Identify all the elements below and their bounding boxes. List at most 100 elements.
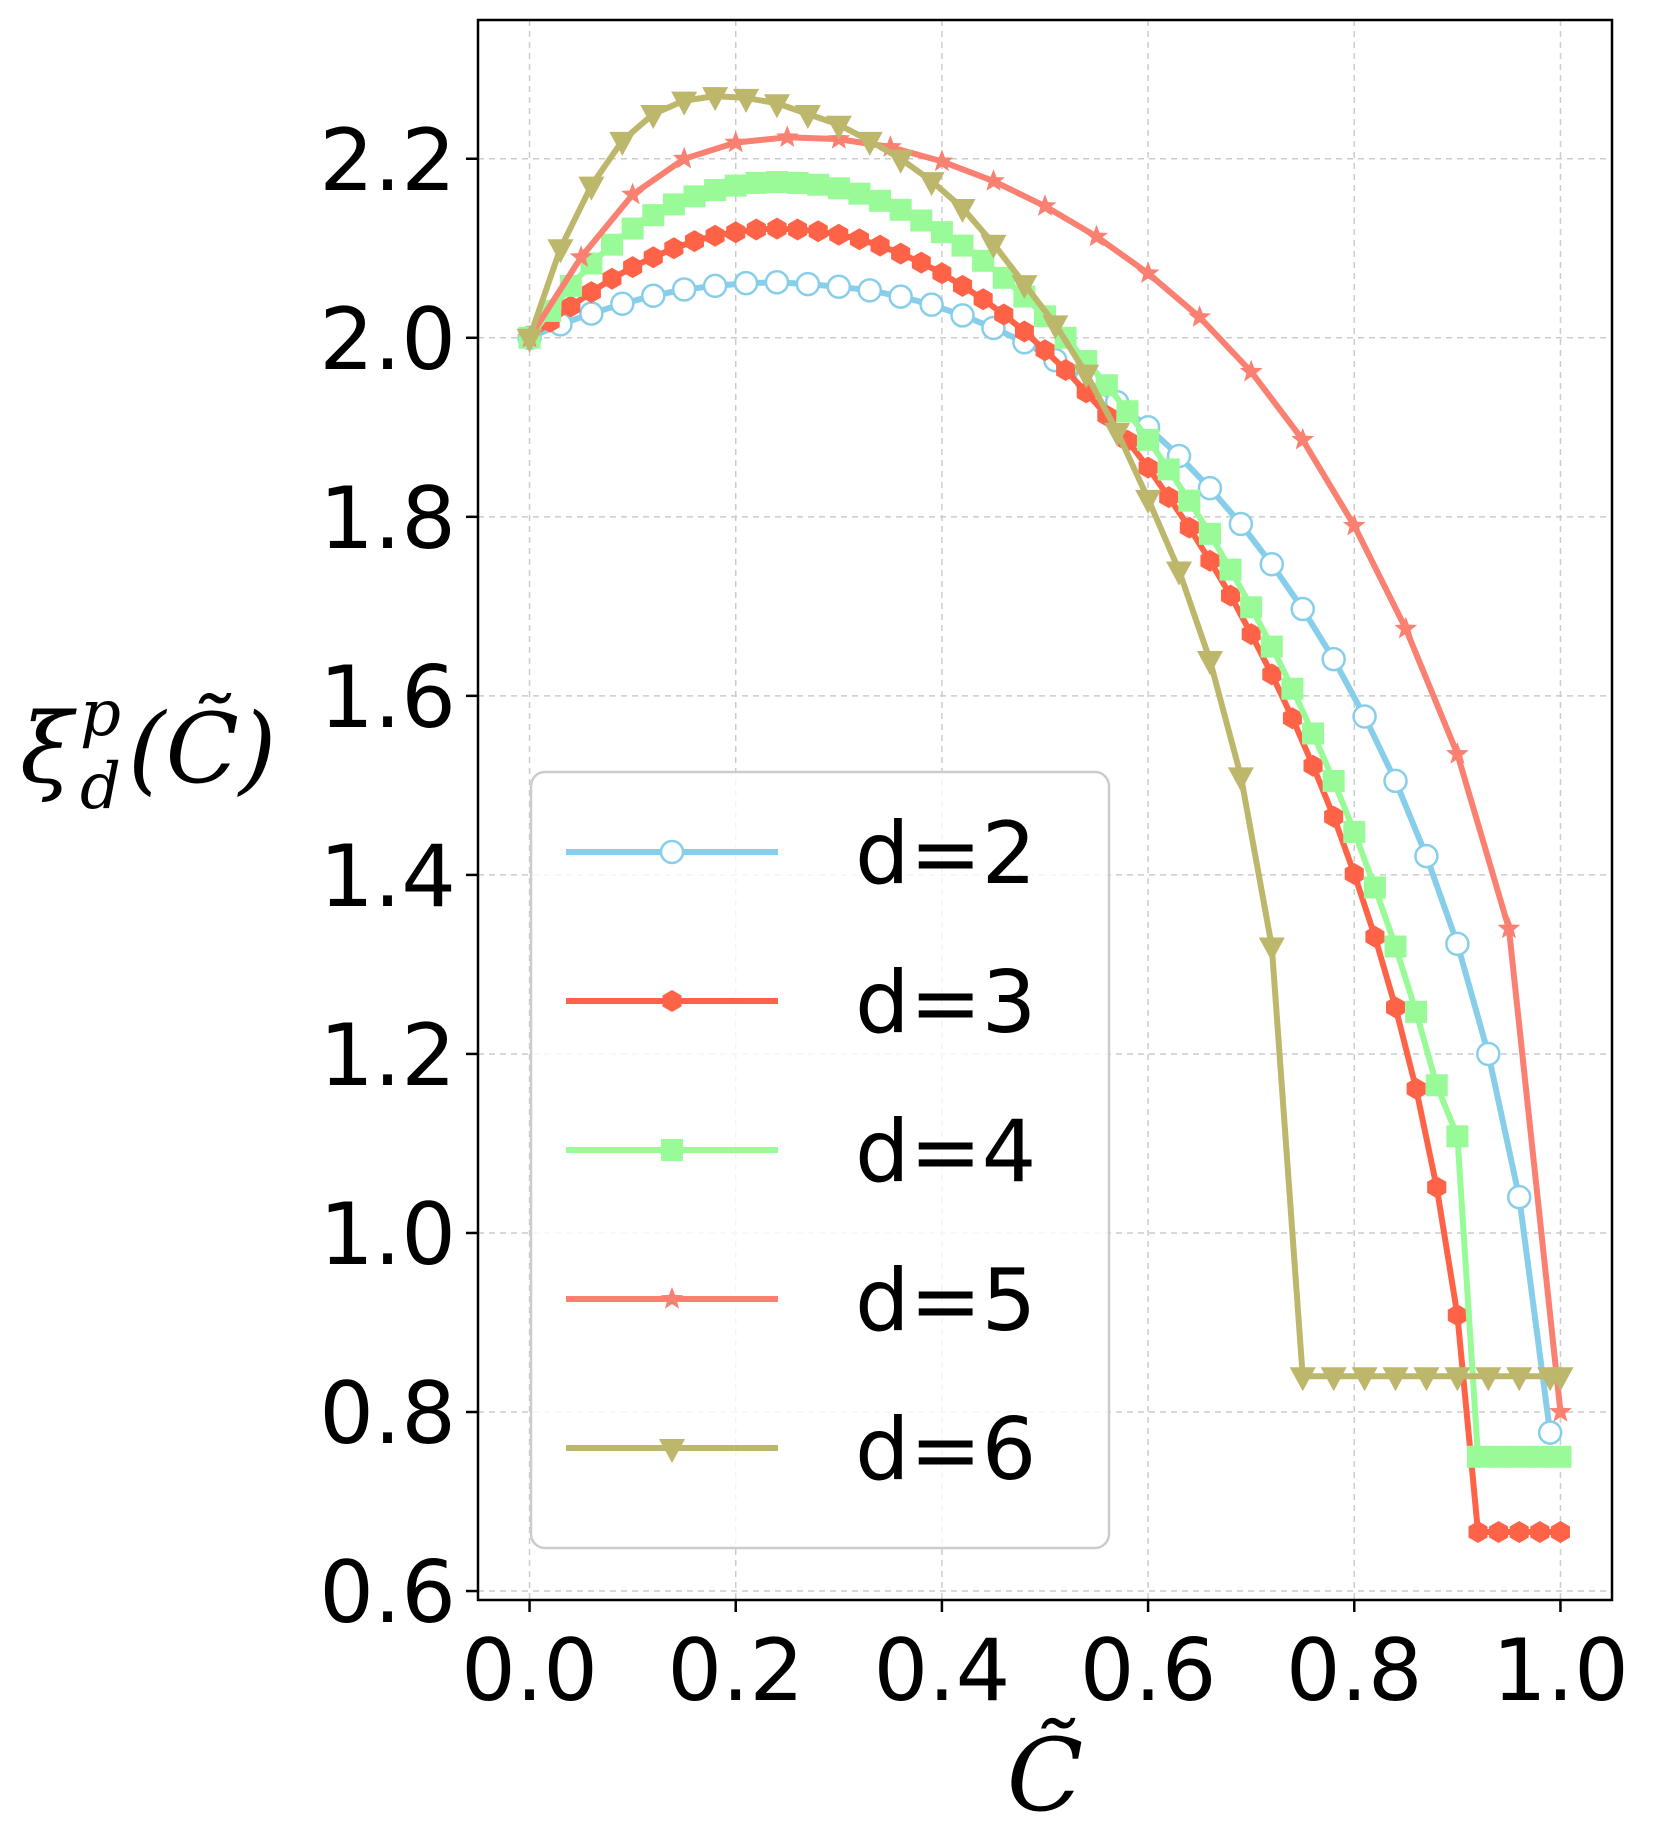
data-point <box>1014 320 1034 343</box>
data-point <box>724 130 748 153</box>
data-point <box>1095 374 1118 397</box>
series-d=3 <box>520 217 1570 1543</box>
data-point <box>1383 768 1408 794</box>
data-point <box>1530 1521 1550 1543</box>
data-point <box>857 278 882 303</box>
data-point <box>870 234 890 257</box>
data-point <box>1042 315 1069 340</box>
data-point <box>848 182 871 205</box>
data-point <box>1085 224 1108 247</box>
data-point <box>702 273 728 299</box>
x-tick-label: 0.4 <box>874 1621 1011 1721</box>
data-point <box>1550 1521 1570 1543</box>
data-point <box>973 288 993 311</box>
data-point <box>1321 646 1346 672</box>
data-point <box>609 131 636 156</box>
data-point <box>1506 1367 1533 1392</box>
data-point <box>826 274 852 300</box>
data-point <box>1406 1077 1426 1100</box>
data-point <box>949 198 976 223</box>
data-point <box>775 125 799 147</box>
data-point <box>702 87 729 112</box>
data-point <box>724 174 747 197</box>
data-point <box>827 177 850 200</box>
data-point <box>1136 261 1160 283</box>
legend-marker <box>661 1139 683 1161</box>
data-point <box>1104 422 1131 447</box>
data-point <box>579 301 604 326</box>
data-point <box>1157 458 1180 481</box>
data-point <box>869 189 892 212</box>
data-point <box>764 270 790 295</box>
legend-marker <box>659 1439 685 1463</box>
y-axis-title-arg: (C̃) <box>128 693 276 805</box>
data-point <box>992 266 1015 289</box>
data-point <box>569 245 593 267</box>
x-tick-label: 0.8 <box>1286 1621 1423 1721</box>
legend-label: d=6 <box>855 1400 1036 1500</box>
data-point <box>825 115 852 140</box>
data-point <box>1291 427 1315 450</box>
series-layer <box>516 87 1574 1543</box>
data-point <box>1196 651 1223 676</box>
legend-entry: d=5 <box>566 1251 1036 1351</box>
data-point <box>1487 1445 1510 1468</box>
data-point <box>1468 1521 1488 1543</box>
y-axis-title-sub: d <box>80 750 121 824</box>
data-point <box>1188 305 1211 327</box>
data-point <box>918 172 945 197</box>
y-tick-label: 1.8 <box>319 469 456 569</box>
data-point <box>1227 767 1254 792</box>
data-point <box>910 209 933 232</box>
data-point <box>1444 1367 1471 1392</box>
data-point <box>1344 863 1364 885</box>
y-tick-label: 1.4 <box>319 827 456 927</box>
y-axis-title-sup: p <box>80 677 121 751</box>
data-point <box>788 218 808 241</box>
data-point <box>930 149 954 172</box>
data-point <box>1258 937 1285 962</box>
legend-label: d=5 <box>855 1251 1036 1351</box>
y-tick-label: 1.6 <box>319 648 456 748</box>
data-point <box>1262 663 1282 686</box>
data-point <box>733 270 759 296</box>
data-point <box>1033 194 1057 216</box>
data-point <box>685 230 704 253</box>
data-point <box>1343 820 1366 843</box>
y-tick-label: 1.2 <box>319 1006 456 1106</box>
data-point <box>746 218 766 241</box>
data-point <box>602 267 622 290</box>
data-point <box>733 88 760 113</box>
data-point <box>1427 1176 1447 1199</box>
data-point <box>1260 635 1283 658</box>
x-tick-label: 0.0 <box>461 1621 598 1721</box>
data-point <box>578 176 605 201</box>
legend-entry: d=6 <box>566 1400 1036 1500</box>
data-point <box>601 233 624 256</box>
data-point <box>1073 364 1100 389</box>
data-point <box>1508 1445 1531 1468</box>
data-point <box>1322 769 1345 792</box>
data-point <box>1547 1367 1574 1392</box>
data-point <box>980 234 1007 259</box>
data-point <box>1509 1521 1529 1543</box>
y-tick-label: 2.0 <box>319 290 456 390</box>
data-point <box>807 173 830 196</box>
data-point <box>1178 489 1201 512</box>
data-point <box>1537 1420 1563 1445</box>
data-point <box>1476 1041 1501 1067</box>
data-point <box>1282 707 1302 730</box>
data-point <box>994 303 1014 326</box>
data-point <box>1228 511 1254 537</box>
data-point <box>1035 339 1055 362</box>
data-point <box>1197 475 1223 501</box>
data-point <box>953 274 973 297</box>
x-tick-label: 0.2 <box>667 1621 804 1721</box>
data-point <box>765 171 788 194</box>
data-point <box>1497 916 1521 939</box>
x-tick-label: 1.0 <box>1492 1621 1629 1721</box>
data-point <box>856 131 883 156</box>
data-point <box>547 239 574 264</box>
data-point <box>786 171 809 194</box>
data-point <box>1303 754 1323 777</box>
